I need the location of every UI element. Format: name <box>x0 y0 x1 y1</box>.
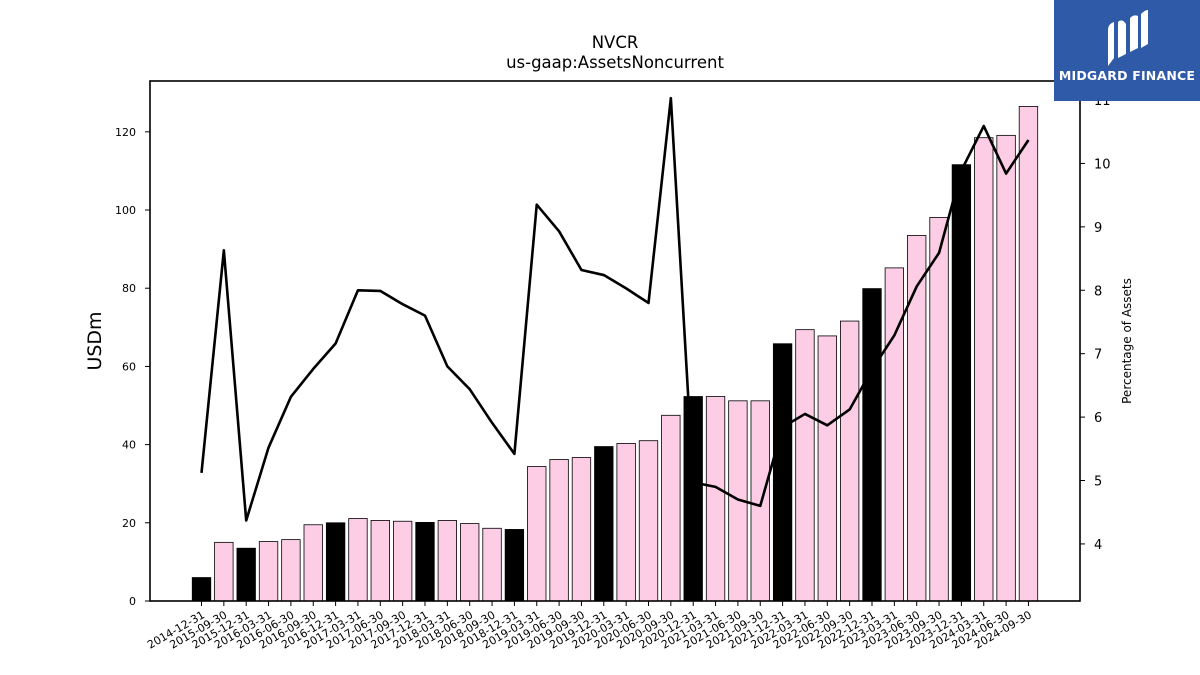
bar-2023-03-31 <box>884 267 904 602</box>
bar-2020-12-31 <box>683 396 703 602</box>
bars-layer <box>191 106 1039 602</box>
y2-axis-label: Percentage of Assets <box>1120 278 1134 404</box>
y2-tick-label: 7 <box>1094 348 1102 363</box>
bar-2018-12-31 <box>504 529 525 602</box>
x-axis: 2014-12-312015-09-302015-12-312016-03-31… <box>145 601 1034 652</box>
bar-2015-09-30 <box>214 541 234 602</box>
bar-2016-12-31 <box>325 522 346 602</box>
y-tick-label: 100 <box>115 204 136 217</box>
bar-2018-06-30 <box>460 523 480 602</box>
bar-2021-09-30 <box>750 400 770 602</box>
bar-2015-12-31 <box>236 547 256 602</box>
bar-2024-06-30 <box>996 134 1016 602</box>
y-tick-label: 120 <box>115 126 136 139</box>
bar-2023-09-30 <box>929 217 949 602</box>
bar-2024-09-30 <box>1018 106 1039 602</box>
y2-tick-label: 6 <box>1094 411 1102 426</box>
plot-frame <box>149 80 1081 602</box>
bar-2020-06-30 <box>638 440 659 602</box>
bar-2018-09-30 <box>482 527 502 602</box>
y2-tick-label: 8 <box>1094 284 1102 299</box>
bar-2021-12-31 <box>772 343 793 602</box>
bar-2016-06-30 <box>281 539 301 602</box>
y2-tick-label: 4 <box>1094 538 1102 553</box>
bar-2019-12-31 <box>594 446 614 602</box>
bar-2022-09-30 <box>840 320 860 602</box>
bar-2023-12-31 <box>951 164 972 602</box>
bar-2017-12-31 <box>415 522 435 602</box>
chart-title: NVCR <box>592 33 639 52</box>
bar-2014-12-31 <box>191 577 212 602</box>
y-tick-label: 20 <box>122 517 136 530</box>
bar-2018-03-31 <box>437 520 458 602</box>
bar-2016-09-30 <box>303 524 323 602</box>
percentage-line-layer <box>200 96 1030 522</box>
bar-2023-06-30 <box>907 235 927 602</box>
bar-2022-06-30 <box>817 335 837 602</box>
y-axis-label: USDm <box>84 311 106 370</box>
left-axis: 0 20 40 60 80 100 120 <box>115 126 150 608</box>
bar-2019-06-30 <box>549 459 569 602</box>
y-tick-label: 80 <box>122 282 136 295</box>
bar-2020-09-30 <box>661 414 681 602</box>
bar-2017-06-30 <box>370 520 390 602</box>
y-tick-label: 40 <box>122 439 136 452</box>
bar-2017-03-31 <box>348 518 368 602</box>
bar-2020-03-31 <box>616 443 636 602</box>
bar-2019-03-31 <box>527 466 547 602</box>
bar-2022-12-31 <box>862 288 882 602</box>
bar-2016-03-31 <box>258 541 279 602</box>
y-tick-label: 0 <box>129 595 136 608</box>
logo-text: MIDGARD FINANCE <box>1058 68 1196 83</box>
percentage-of-assets-line <box>200 96 1030 522</box>
bar-2022-03-31 <box>795 329 815 602</box>
bar-2024-03-31 <box>974 137 994 602</box>
y2-tick-label: 5 <box>1094 475 1102 490</box>
midgard-finance-logo: MIDGARD FINANCE <box>1054 0 1200 101</box>
chart-subtitle: us-gaap:AssetsNoncurrent <box>506 53 724 72</box>
midgard-logo-icon <box>1108 10 1148 66</box>
bar-2017-09-30 <box>392 520 413 602</box>
bar-2019-09-30 <box>571 457 592 602</box>
y-tick-label: 60 <box>122 360 136 373</box>
y2-tick-label: 10 <box>1094 157 1111 172</box>
bar-2021-03-31 <box>705 396 726 602</box>
y2-tick-label: 9 <box>1094 221 1102 236</box>
